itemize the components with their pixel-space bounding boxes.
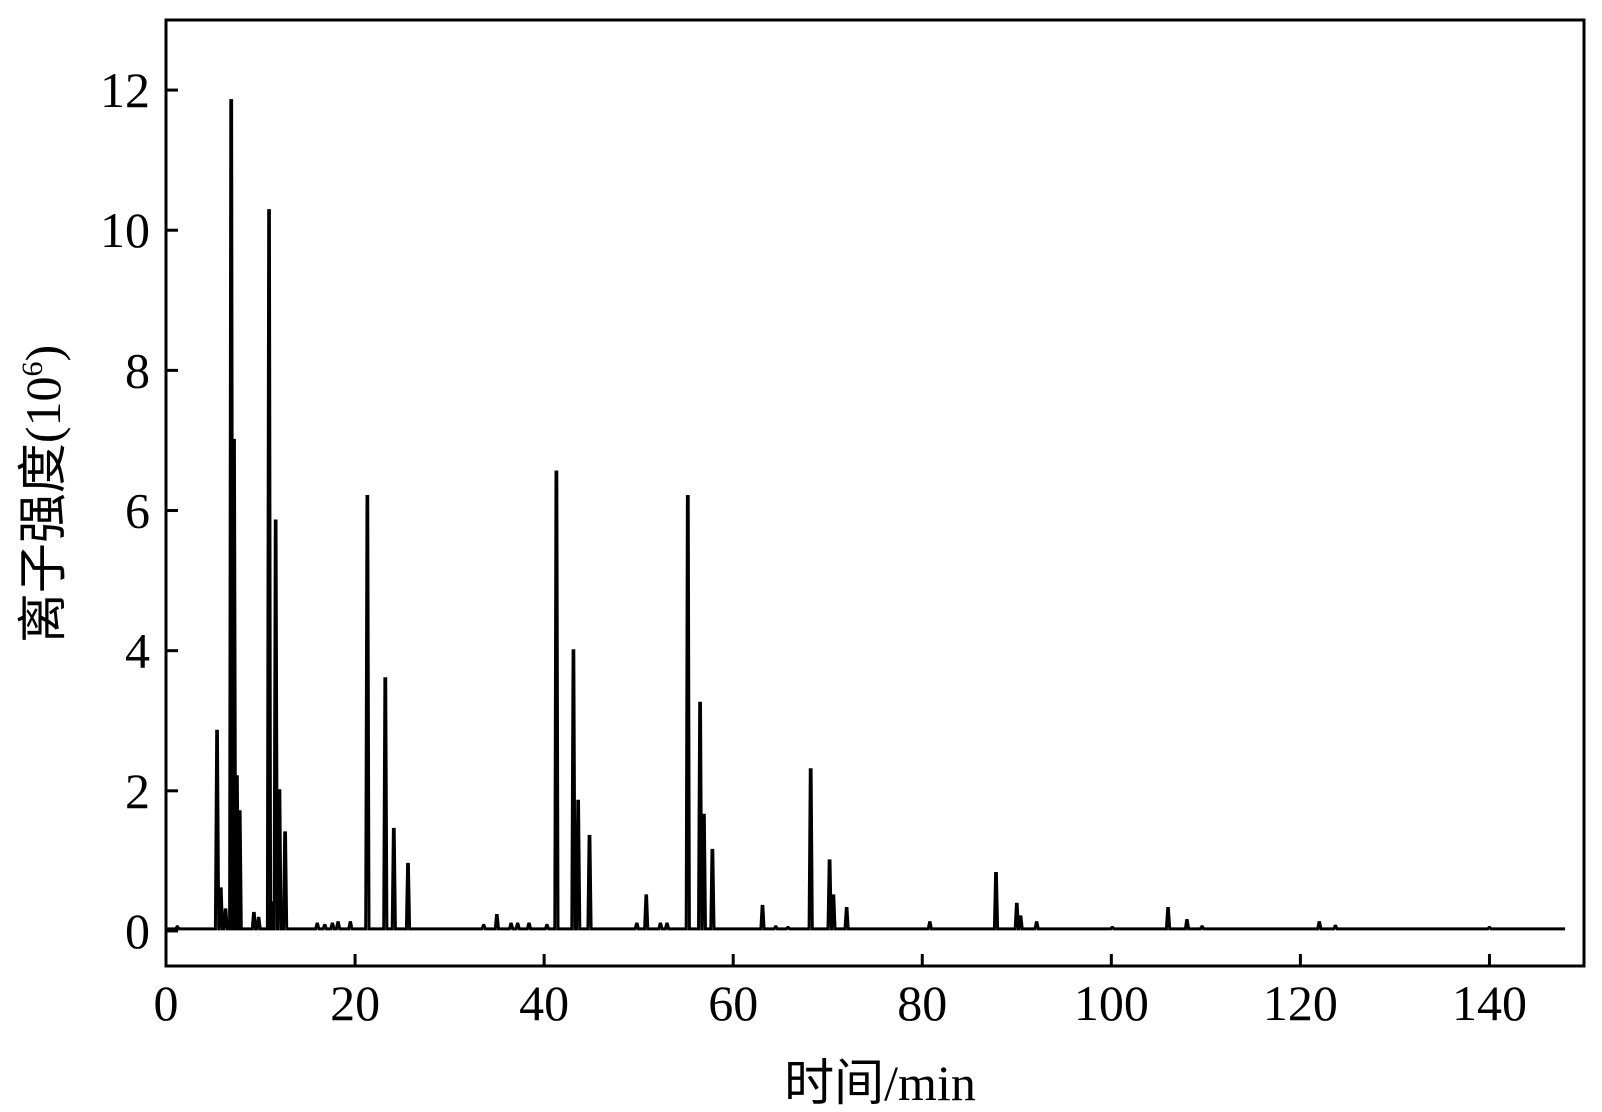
chromatogram-series-line [166, 99, 1566, 931]
y-tick-label: 6 [125, 483, 150, 539]
x-tick-labels: 0 20 40 60 80 100 120 140 [154, 975, 1527, 1031]
y-axis-label: 离子强度(106) [15, 345, 71, 643]
y-axis-label-superscript: 6 [16, 362, 49, 377]
x-tick-label: 40 [519, 975, 569, 1031]
x-tick-label: 20 [330, 975, 380, 1031]
x-tick-label: 120 [1263, 975, 1338, 1031]
y-tick-label: 10 [100, 202, 150, 258]
y-tick-label: 0 [125, 903, 150, 959]
x-tick-label: 80 [897, 975, 947, 1031]
axis-ticks [164, 88, 1491, 966]
x-tick-label: 0 [154, 975, 179, 1031]
y-tick-label: 8 [125, 342, 150, 398]
y-tick-labels: 0 2 4 6 8 10 12 [100, 62, 150, 959]
y-tick-label: 12 [100, 62, 150, 118]
y-tick-label: 4 [125, 623, 150, 679]
x-axis-label: 时间/min [784, 1055, 976, 1111]
y-axis-label-close: ) [15, 345, 71, 362]
plot-frame [164, 18, 1586, 968]
x-tick-label: 140 [1452, 975, 1527, 1031]
y-tick-label: 2 [125, 763, 150, 819]
x-tick-label: 100 [1074, 975, 1149, 1031]
y-axis-label-main: 离子强度(10 [15, 377, 71, 644]
x-tick-label: 60 [708, 975, 758, 1031]
